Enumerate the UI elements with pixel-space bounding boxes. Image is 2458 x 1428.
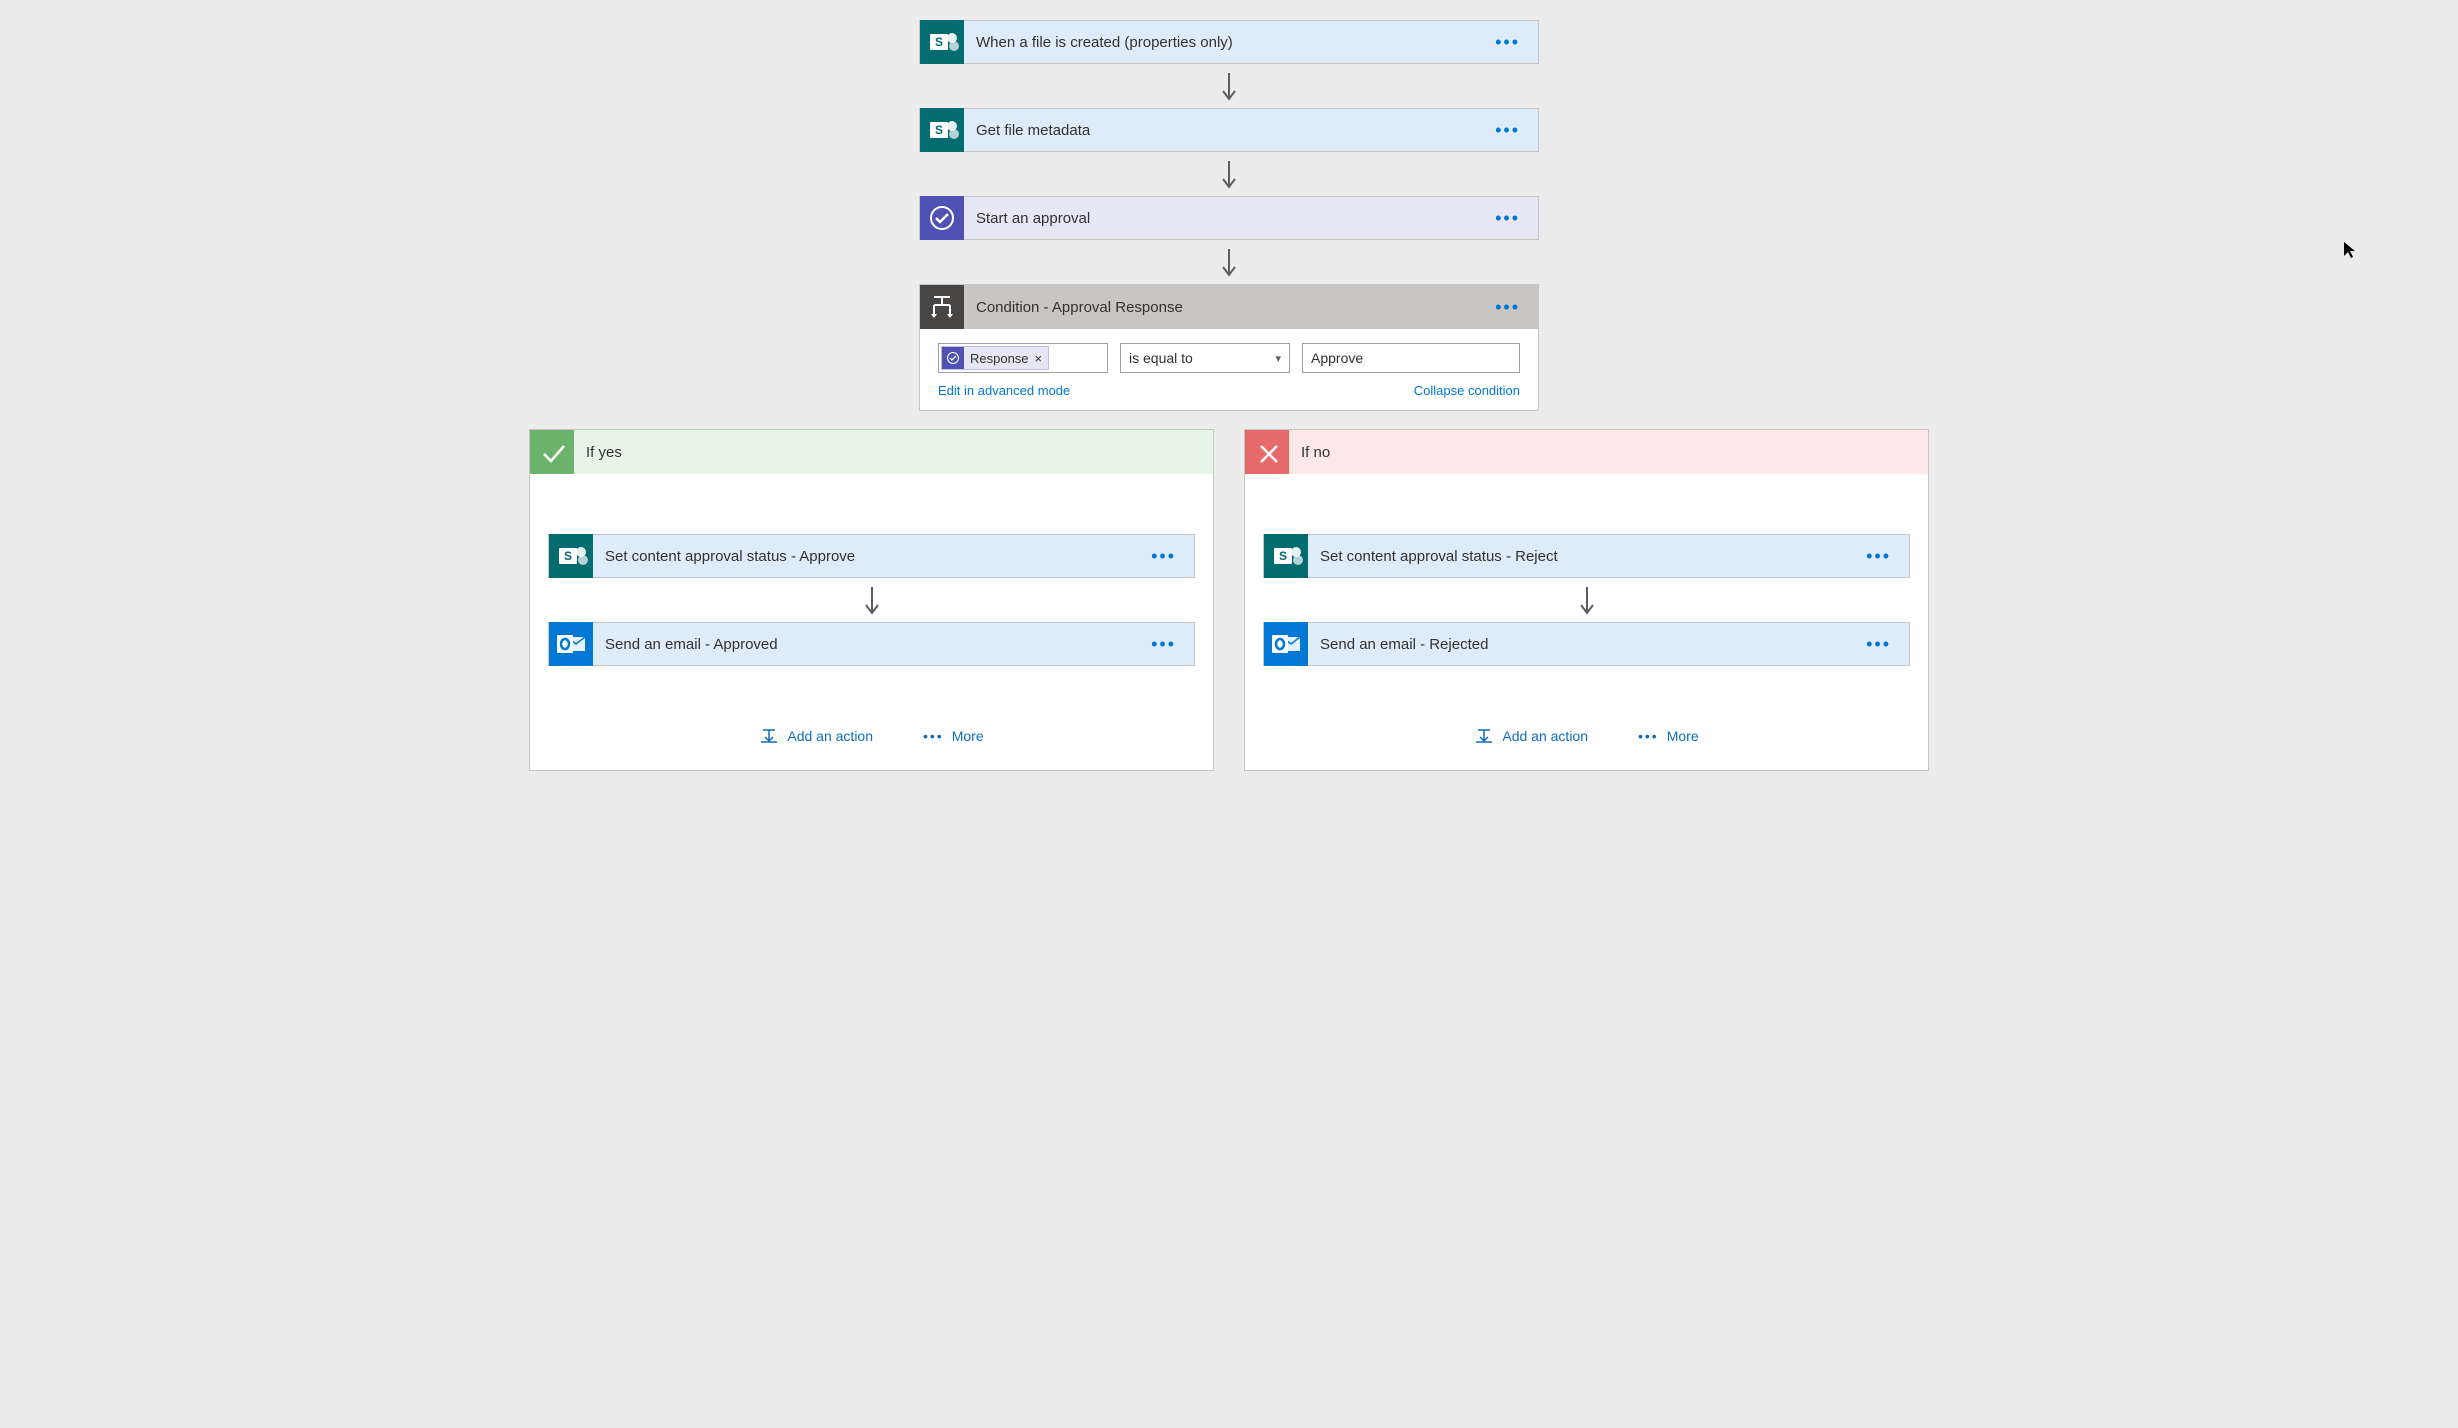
flow-container: When a file is created (properties only)… bbox=[0, 20, 2458, 771]
add-action-button[interactable]: Add an action bbox=[1474, 726, 1588, 746]
card-menu-button[interactable]: ••• bbox=[1477, 302, 1538, 312]
card-title: Set content approval status - Approve bbox=[593, 548, 1133, 565]
outlook-icon bbox=[549, 622, 593, 666]
card-menu-button[interactable]: ••• bbox=[1133, 551, 1194, 561]
arrow-connector bbox=[1575, 578, 1599, 622]
value-text: Approve bbox=[1311, 350, 1363, 366]
more-button[interactable]: ••• More bbox=[923, 728, 984, 744]
more-label: More bbox=[952, 728, 984, 744]
action-card-email-approved[interactable]: Send an email - Approved ••• bbox=[548, 622, 1195, 666]
action-card-email-rejected[interactable]: Send an email - Rejected ••• bbox=[1263, 622, 1910, 666]
collapse-condition-link[interactable]: Collapse condition bbox=[1414, 383, 1520, 398]
action-card-reject-status[interactable]: Set content approval status - Reject ••• bbox=[1263, 534, 1910, 578]
card-menu-button[interactable]: ••• bbox=[1848, 639, 1909, 649]
chevron-down-icon: ▾ bbox=[1275, 352, 1281, 365]
card-menu-button[interactable]: ••• bbox=[1477, 125, 1538, 135]
approval-icon bbox=[920, 196, 964, 240]
branches-container: If yes Set content approval status - App… bbox=[529, 429, 1929, 771]
token-remove-button[interactable]: × bbox=[1029, 351, 1049, 366]
approval-icon bbox=[942, 347, 964, 369]
outlook-icon bbox=[1264, 622, 1308, 666]
operator-label: is equal to bbox=[1129, 350, 1193, 366]
condition-value-input[interactable]: Approve bbox=[1302, 343, 1520, 373]
edit-advanced-link[interactable]: Edit in advanced mode bbox=[938, 383, 1070, 398]
dots-icon: ••• bbox=[923, 728, 944, 744]
dynamic-token[interactable]: Response × bbox=[941, 346, 1049, 370]
card-title: When a file is created (properties only) bbox=[964, 34, 1477, 51]
condition-card[interactable]: Condition - Approval Response ••• Respon… bbox=[919, 284, 1539, 411]
condition-operator-select[interactable]: is equal to ▾ bbox=[1120, 343, 1290, 373]
card-menu-button[interactable]: ••• bbox=[1477, 213, 1538, 223]
add-action-label: Add an action bbox=[787, 728, 873, 744]
action-card-approval[interactable]: Start an approval ••• bbox=[919, 196, 1539, 240]
card-menu-button[interactable]: ••• bbox=[1848, 551, 1909, 561]
branch-no: If no Set content approval status - Reje… bbox=[1244, 429, 1929, 771]
sharepoint-icon bbox=[920, 108, 964, 152]
sharepoint-icon bbox=[549, 534, 593, 578]
action-card-metadata[interactable]: Get file metadata ••• bbox=[919, 108, 1539, 152]
card-title: Send an email - Approved bbox=[593, 636, 1133, 653]
check-icon bbox=[530, 430, 574, 474]
x-icon bbox=[1245, 430, 1289, 474]
arrow-connector bbox=[860, 578, 884, 622]
sharepoint-icon bbox=[920, 20, 964, 64]
trigger-card[interactable]: When a file is created (properties only)… bbox=[919, 20, 1539, 64]
arrow-connector bbox=[1217, 64, 1241, 108]
token-label: Response bbox=[970, 351, 1029, 366]
more-label: More bbox=[1667, 728, 1699, 744]
card-menu-button[interactable]: ••• bbox=[1477, 37, 1538, 47]
dots-icon: ••• bbox=[1638, 728, 1659, 744]
card-title: Start an approval bbox=[964, 210, 1477, 227]
add-action-button[interactable]: Add an action bbox=[759, 726, 873, 746]
condition-icon bbox=[920, 285, 964, 329]
condition-left-operand[interactable]: Response × bbox=[938, 343, 1108, 373]
branch-yes: If yes Set content approval status - App… bbox=[529, 429, 1214, 771]
card-menu-button[interactable]: ••• bbox=[1133, 639, 1194, 649]
cursor-icon bbox=[2342, 240, 2358, 263]
more-button[interactable]: ••• More bbox=[1638, 728, 1699, 744]
arrow-connector bbox=[1217, 152, 1241, 196]
condition-body: Response × is equal to ▾ Approve Edit in… bbox=[920, 329, 1538, 410]
add-action-label: Add an action bbox=[1502, 728, 1588, 744]
sharepoint-icon bbox=[1264, 534, 1308, 578]
action-card-approve-status[interactable]: Set content approval status - Approve ••… bbox=[548, 534, 1195, 578]
card-title: Set content approval status - Reject bbox=[1308, 548, 1848, 565]
arrow-connector bbox=[1217, 240, 1241, 284]
branch-yes-title: If yes bbox=[574, 444, 634, 461]
card-title: Get file metadata bbox=[964, 122, 1477, 139]
branch-no-title: If no bbox=[1289, 444, 1342, 461]
card-title: Send an email - Rejected bbox=[1308, 636, 1848, 653]
condition-title: Condition - Approval Response bbox=[964, 299, 1477, 316]
